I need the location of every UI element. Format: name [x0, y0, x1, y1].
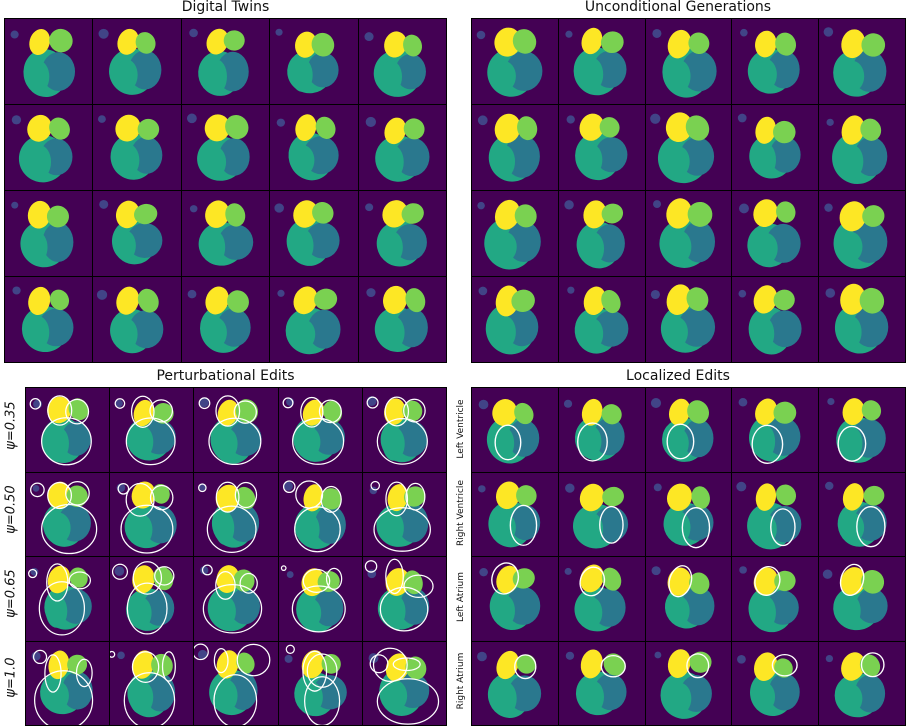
digital-twins-title: Digital Twins	[181, 0, 270, 15]
heart-segmentation-image	[110, 388, 194, 472]
heart-segmentation-image	[181, 105, 270, 190]
heart-segmentation-image	[93, 105, 181, 190]
heart-segmentation-image	[5, 19, 93, 104]
heart-segmentation-image	[110, 557, 194, 641]
heart-segmentation-image	[358, 105, 446, 190]
heart-segmentation-image	[362, 641, 446, 725]
heart-segmentation-image	[194, 641, 278, 725]
psi-label-row-3: ψ=0.65	[3, 569, 19, 618]
heart-segmentation-image	[732, 191, 819, 276]
heart-segmentation-image	[819, 472, 905, 556]
heart-segmentation-image	[26, 557, 110, 641]
heart-segmentation-image	[278, 472, 362, 556]
heart-segmentation-image	[558, 641, 645, 725]
heart-segmentation-image	[270, 19, 358, 104]
heart-segmentation-image	[732, 388, 819, 472]
heart-segmentation-image	[362, 388, 446, 472]
heart-segmentation-image	[278, 557, 362, 641]
heart-segmentation-image	[558, 19, 645, 104]
digital-twins-grid	[4, 18, 447, 363]
heart-segmentation-image	[819, 191, 905, 276]
heart-segmentation-image	[472, 191, 558, 276]
localized-label-right-atrium: Right Atrium	[456, 652, 466, 710]
heart-segmentation-image	[472, 641, 558, 725]
heart-segmentation-image	[732, 277, 819, 362]
psi-label-row-1: ψ=0.35	[3, 401, 19, 450]
heart-segmentation-image	[472, 19, 558, 104]
heart-segmentation-image	[645, 388, 732, 472]
heart-segmentation-image	[558, 191, 645, 276]
heart-segmentation-image	[732, 19, 819, 104]
heart-segmentation-image	[732, 105, 819, 190]
heart-segmentation-image	[110, 641, 194, 725]
heart-segmentation-image	[181, 277, 270, 362]
heart-segmentation-image	[472, 388, 558, 472]
heart-segmentation-image	[194, 557, 278, 641]
psi-label-row-4: ψ=1.0	[3, 657, 19, 698]
unconditional-generations-title: Unconditional Generations	[584, 0, 772, 15]
heart-segmentation-image	[558, 277, 645, 362]
heart-segmentation-image	[181, 191, 270, 276]
heart-segmentation-image	[472, 105, 558, 190]
heart-segmentation-image	[5, 191, 93, 276]
heart-segmentation-image	[472, 472, 558, 556]
heart-segmentation-image	[645, 19, 732, 104]
heart-segmentation-image	[358, 191, 446, 276]
heart-segmentation-image	[645, 557, 732, 641]
heart-segmentation-image	[645, 277, 732, 362]
heart-segmentation-image	[819, 277, 905, 362]
heart-segmentation-image	[270, 277, 358, 362]
heart-segmentation-image	[194, 388, 278, 472]
localized-edits-grid	[471, 387, 906, 726]
perturbational-edits-title: Perturbational Edits	[156, 368, 295, 384]
heart-segmentation-image	[270, 191, 358, 276]
heart-segmentation-image	[270, 105, 358, 190]
heart-segmentation-image	[732, 641, 819, 725]
heart-segmentation-image	[362, 472, 446, 556]
heart-segmentation-image	[5, 105, 93, 190]
heart-segmentation-image	[558, 557, 645, 641]
heart-segmentation-image	[93, 277, 181, 362]
heart-segmentation-image	[93, 19, 181, 104]
heart-segmentation-image	[472, 277, 558, 362]
heart-segmentation-image	[26, 472, 110, 556]
heart-segmentation-image	[181, 19, 270, 104]
heart-segmentation-image	[5, 277, 93, 362]
heart-segmentation-image	[358, 277, 446, 362]
heart-segmentation-image	[558, 472, 645, 556]
localized-label-left-ventricle: Left Ventricle	[456, 399, 466, 459]
heart-segmentation-image	[645, 641, 732, 725]
heart-segmentation-image	[819, 19, 905, 104]
unconditional-generations-grid	[471, 18, 906, 363]
heart-segmentation-image	[819, 388, 905, 472]
heart-segmentation-image	[558, 105, 645, 190]
heart-segmentation-image	[819, 557, 905, 641]
heart-segmentation-image	[732, 472, 819, 556]
localized-label-left-atrium: Left Atrium	[456, 572, 466, 622]
heart-segmentation-image	[278, 388, 362, 472]
heart-segmentation-image	[819, 105, 905, 190]
heart-segmentation-image	[26, 388, 110, 472]
heart-segmentation-image	[819, 641, 905, 725]
localized-label-right-ventricle: Right Ventricle	[456, 480, 466, 546]
psi-label-row-2: ψ=0.50	[3, 485, 19, 534]
heart-segmentation-image	[278, 641, 362, 725]
heart-segmentation-image	[472, 557, 558, 641]
heart-segmentation-image	[358, 19, 446, 104]
heart-segmentation-image	[645, 105, 732, 190]
perturbational-edits-grid	[25, 387, 447, 726]
heart-segmentation-image	[645, 191, 732, 276]
heart-segmentation-image	[110, 472, 194, 556]
heart-segmentation-image	[93, 191, 181, 276]
heart-segmentation-image	[26, 641, 110, 725]
heart-segmentation-image	[645, 472, 732, 556]
heart-segmentation-image	[558, 388, 645, 472]
localized-edits-title: Localized Edits	[626, 368, 730, 384]
heart-segmentation-image	[194, 472, 278, 556]
heart-segmentation-image	[732, 557, 819, 641]
heart-segmentation-image	[362, 557, 446, 641]
